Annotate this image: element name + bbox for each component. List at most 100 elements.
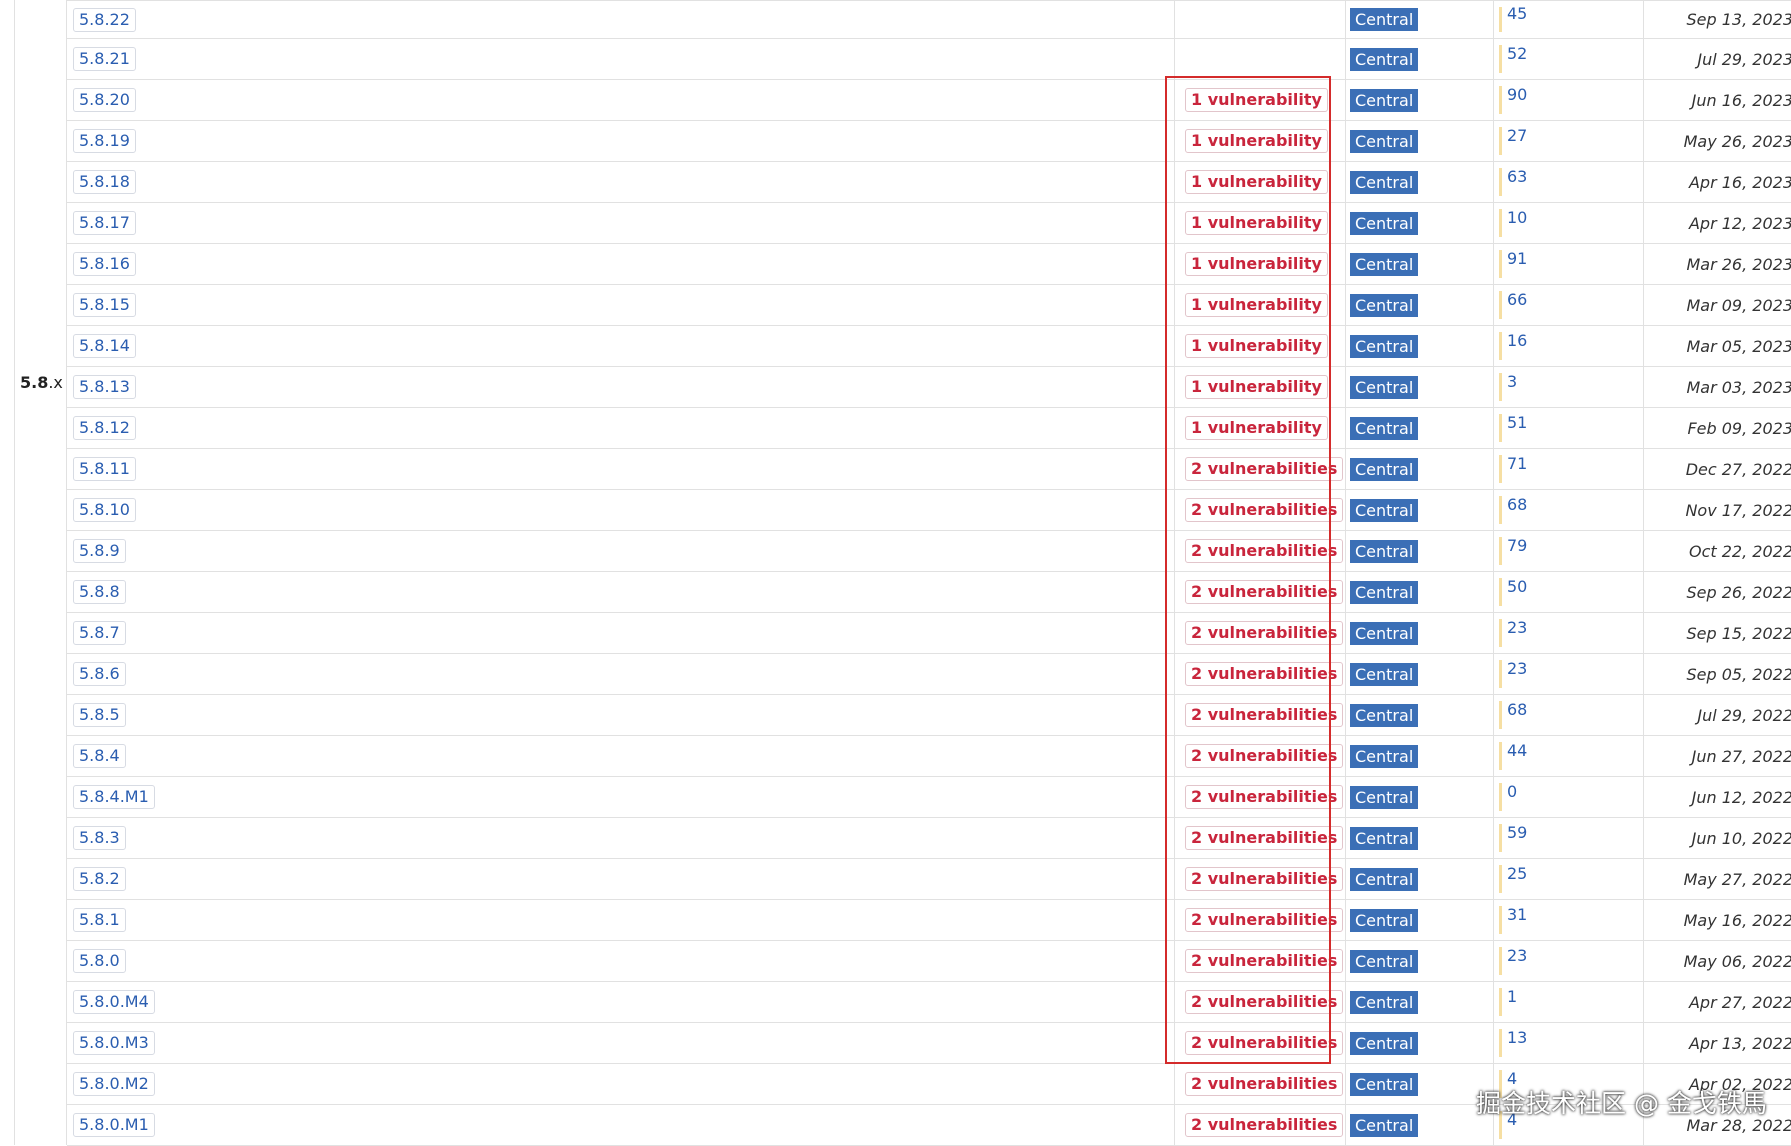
vulnerability-link[interactable]: 1 vulnerability	[1185, 211, 1328, 235]
usages-link[interactable]: 66	[1507, 290, 1527, 309]
version-link[interactable]: 5.8.0.M1	[73, 1113, 155, 1137]
repository-link[interactable]: Central	[1350, 581, 1418, 604]
version-link[interactable]: 5.8.21	[73, 47, 136, 71]
version-link[interactable]: 5.8.19	[73, 129, 136, 153]
vulnerability-link[interactable]: 1 vulnerability	[1185, 129, 1328, 153]
repository-link[interactable]: Central	[1350, 704, 1418, 727]
vulnerability-link[interactable]: 2 vulnerabilities	[1185, 498, 1343, 522]
version-link[interactable]: 5.8.1	[73, 908, 126, 932]
vulnerability-link[interactable]: 1 vulnerability	[1185, 375, 1328, 399]
vulnerability-link[interactable]: 1 vulnerability	[1185, 170, 1328, 194]
repository-link[interactable]: Central	[1350, 499, 1418, 522]
usages-link[interactable]: 52	[1507, 44, 1527, 63]
vulnerability-link[interactable]: 1 vulnerability	[1185, 252, 1328, 276]
usages-link[interactable]: 0	[1507, 782, 1517, 801]
usages-link[interactable]: 91	[1507, 249, 1527, 268]
version-link[interactable]: 5.8.6	[73, 662, 126, 686]
version-link[interactable]: 5.8.0.M3	[73, 1031, 155, 1055]
version-link[interactable]: 5.8.16	[73, 252, 136, 276]
vulnerability-link[interactable]: 1 vulnerability	[1185, 88, 1328, 112]
vulnerability-link[interactable]: 2 vulnerabilities	[1185, 744, 1343, 768]
usages-link[interactable]: 79	[1507, 536, 1527, 555]
vulnerability-link[interactable]: 2 vulnerabilities	[1185, 1031, 1343, 1055]
usages-link[interactable]: 3	[1507, 372, 1517, 391]
repository-link[interactable]: Central	[1350, 909, 1418, 932]
vulnerability-link[interactable]: 2 vulnerabilities	[1185, 457, 1343, 481]
vulnerability-link[interactable]: 2 vulnerabilities	[1185, 539, 1343, 563]
vulnerability-link[interactable]: 2 vulnerabilities	[1185, 949, 1343, 973]
usages-link[interactable]: 16	[1507, 331, 1527, 350]
repository-link[interactable]: Central	[1350, 171, 1418, 194]
repository-link[interactable]: Central	[1350, 89, 1418, 112]
repository-link[interactable]: Central	[1350, 8, 1418, 31]
repository-link[interactable]: Central	[1350, 1114, 1418, 1137]
usages-link[interactable]: 10	[1507, 208, 1527, 227]
vulnerability-link[interactable]: 2 vulnerabilities	[1185, 580, 1343, 604]
vulnerability-link[interactable]: 2 vulnerabilities	[1185, 785, 1343, 809]
version-link[interactable]: 5.8.12	[73, 416, 136, 440]
usages-link[interactable]: 23	[1507, 659, 1527, 678]
usages-link[interactable]: 13	[1507, 1028, 1527, 1047]
version-link[interactable]: 5.8.7	[73, 621, 126, 645]
version-link[interactable]: 5.8.4	[73, 744, 126, 768]
usages-link[interactable]: 27	[1507, 126, 1527, 145]
usages-link[interactable]: 68	[1507, 700, 1527, 719]
version-link[interactable]: 5.8.13	[73, 375, 136, 399]
version-link[interactable]: 5.8.15	[73, 293, 136, 317]
repository-link[interactable]: Central	[1350, 458, 1418, 481]
repository-link[interactable]: Central	[1350, 745, 1418, 768]
repository-link[interactable]: Central	[1350, 335, 1418, 358]
vulnerability-link[interactable]: 2 vulnerabilities	[1185, 621, 1343, 645]
repository-link[interactable]: Central	[1350, 950, 1418, 973]
version-link[interactable]: 5.8.0.M4	[73, 990, 155, 1014]
version-link[interactable]: 5.8.20	[73, 88, 136, 112]
repository-link[interactable]: Central	[1350, 294, 1418, 317]
version-link[interactable]: 5.8.2	[73, 867, 126, 891]
repository-link[interactable]: Central	[1350, 786, 1418, 809]
usages-link[interactable]: 90	[1507, 85, 1527, 104]
usages-link[interactable]: 68	[1507, 495, 1527, 514]
usages-link[interactable]: 45	[1507, 4, 1527, 23]
usages-link[interactable]: 44	[1507, 741, 1527, 760]
version-link[interactable]: 5.8.0.M2	[73, 1072, 155, 1096]
version-link[interactable]: 5.8.18	[73, 170, 136, 194]
usages-link[interactable]: 25	[1507, 864, 1527, 883]
usages-link[interactable]: 23	[1507, 618, 1527, 637]
repository-link[interactable]: Central	[1350, 540, 1418, 563]
version-link[interactable]: 5.8.14	[73, 334, 136, 358]
repository-link[interactable]: Central	[1350, 212, 1418, 235]
vulnerability-link[interactable]: 2 vulnerabilities	[1185, 826, 1343, 850]
usages-link[interactable]: 51	[1507, 413, 1527, 432]
repository-link[interactable]: Central	[1350, 253, 1418, 276]
repository-link[interactable]: Central	[1350, 868, 1418, 891]
version-link[interactable]: 5.8.3	[73, 826, 126, 850]
repository-link[interactable]: Central	[1350, 827, 1418, 850]
repository-link[interactable]: Central	[1350, 376, 1418, 399]
vulnerability-link[interactable]: 2 vulnerabilities	[1185, 1072, 1343, 1096]
version-link[interactable]: 5.8.9	[73, 539, 126, 563]
repository-link[interactable]: Central	[1350, 622, 1418, 645]
version-link[interactable]: 5.8.0	[73, 949, 126, 973]
version-link[interactable]: 5.8.4.M1	[73, 785, 155, 809]
version-link[interactable]: 5.8.10	[73, 498, 136, 522]
repository-link[interactable]: Central	[1350, 417, 1418, 440]
usages-link[interactable]: 63	[1507, 167, 1527, 186]
version-link[interactable]: 5.8.22	[73, 8, 136, 32]
usages-link[interactable]: 1	[1507, 987, 1517, 1006]
repository-link[interactable]: Central	[1350, 130, 1418, 153]
vulnerability-link[interactable]: 1 vulnerability	[1185, 416, 1328, 440]
vulnerability-link[interactable]: 2 vulnerabilities	[1185, 990, 1343, 1014]
repository-link[interactable]: Central	[1350, 48, 1418, 71]
vulnerability-link[interactable]: 2 vulnerabilities	[1185, 908, 1343, 932]
usages-link[interactable]: 59	[1507, 823, 1527, 842]
repository-link[interactable]: Central	[1350, 991, 1418, 1014]
vulnerability-link[interactable]: 2 vulnerabilities	[1185, 867, 1343, 891]
vulnerability-link[interactable]: 2 vulnerabilities	[1185, 662, 1343, 686]
vulnerability-link[interactable]: 1 vulnerability	[1185, 293, 1328, 317]
vulnerability-link[interactable]: 1 vulnerability	[1185, 334, 1328, 358]
version-link[interactable]: 5.8.11	[73, 457, 136, 481]
version-link[interactable]: 5.8.8	[73, 580, 126, 604]
vulnerability-link[interactable]: 2 vulnerabilities	[1185, 703, 1343, 727]
repository-link[interactable]: Central	[1350, 1073, 1418, 1096]
usages-link[interactable]: 31	[1507, 905, 1527, 924]
